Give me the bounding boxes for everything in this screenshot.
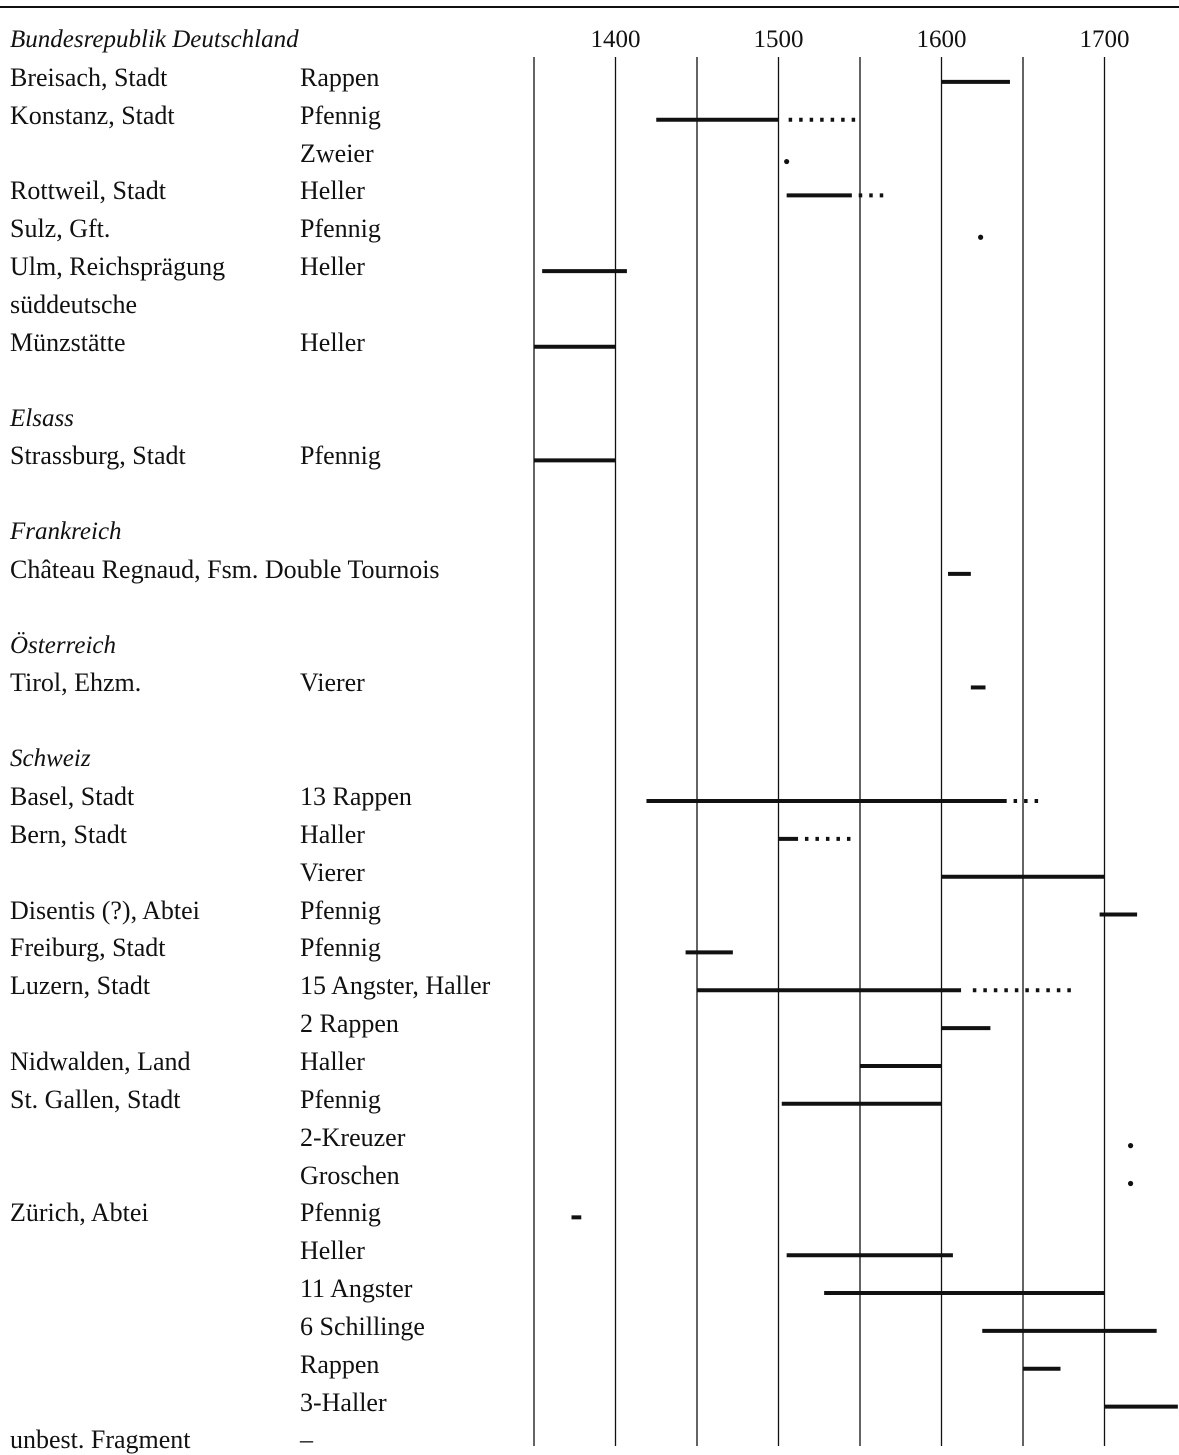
coin-label: 11 Angster (300, 1274, 413, 1304)
coin-label: Pfennig (300, 933, 381, 963)
coin-label: 13 Rappen (300, 782, 412, 811)
place-label: Breisach, Stadt (10, 62, 168, 92)
single-date-dot (978, 234, 984, 240)
place-label: Strassburg, Stadt (10, 441, 186, 471)
place-label: Château Regnaud, Fsm. Double Tournois (10, 554, 440, 584)
place-label: Rottweil, Stadt (10, 176, 166, 206)
coin-label: Pfennig (300, 214, 381, 244)
coin-label: Zweier (300, 138, 374, 168)
section-title: Bundesrepublik Deutschland (10, 26, 299, 53)
place-label: Bern, Stadt (10, 819, 127, 849)
place-label: Ulm, Reichsprägung (10, 252, 226, 282)
coin-label: Heller (300, 252, 365, 282)
coin-label: Rappen (300, 62, 380, 92)
coin-label: – (300, 1425, 313, 1455)
coin-label: Haller (300, 819, 365, 849)
single-date-dot (1127, 1143, 1134, 1149)
section-title: Österreich (10, 631, 116, 659)
coin-label: 3-Haller (300, 1387, 387, 1417)
place-label: Freiburg, Stadt (10, 933, 166, 963)
coin-label: 6 Schillinge (300, 1311, 425, 1341)
place-label: Tirol, Ehzm. (10, 668, 142, 698)
place-label: Zürich, Abtei (10, 1198, 149, 1228)
section-title: Elsass (10, 404, 74, 432)
place-label: Luzern, Stadt (10, 971, 151, 1001)
place-label: Basel, Stadt (10, 782, 135, 811)
tick-label-1500: 1500 (753, 26, 804, 53)
coin-label: 2-Kreuzer (300, 1122, 406, 1152)
place-label: Konstanz, Stadt (10, 100, 175, 130)
top-rule (0, 6, 1179, 8)
tick-label-1400: 1400 (590, 26, 641, 53)
place-label: Münzstätte (10, 327, 126, 357)
coin-label: Heller (300, 1236, 365, 1266)
coin-label: Pfennig (300, 895, 381, 925)
coin-label: Pfennig (300, 1084, 381, 1114)
coin-label: Rappen (300, 1349, 380, 1379)
coin-label: Pfennig (300, 1198, 381, 1228)
place-label: unbest. Fragment (10, 1425, 191, 1455)
place-label: Sulz, Gft. (10, 214, 111, 244)
section-title: Schweiz (10, 745, 91, 773)
coin-label: Groschen (300, 1160, 400, 1190)
tick-label-1700: 1700 (1079, 26, 1130, 53)
tick-label-1600: 1600 (916, 26, 967, 53)
single-date-dot (1127, 1180, 1134, 1187)
coin-label: Pfennig (300, 441, 381, 471)
coin-label: Pfennig (300, 100, 381, 130)
section-title: Frankreich (10, 518, 122, 546)
place-label: Nidwalden, Land (10, 1046, 191, 1076)
place-label: St. Gallen, Stadt (10, 1084, 181, 1114)
coin-label: Heller (300, 327, 365, 357)
place-label: Disentis (?), Abtei (10, 895, 200, 925)
coin-label: 2 Rappen (300, 1009, 399, 1039)
coin-label: Haller (300, 1046, 365, 1076)
coin-label: Vierer (300, 668, 365, 698)
place-label: süddeutsche (10, 289, 138, 319)
coin-label: Heller (300, 176, 365, 206)
single-date-dot (784, 158, 790, 165)
coin-label: Vierer (300, 857, 365, 887)
coin-label: 15 Angster, Haller (300, 971, 491, 1001)
